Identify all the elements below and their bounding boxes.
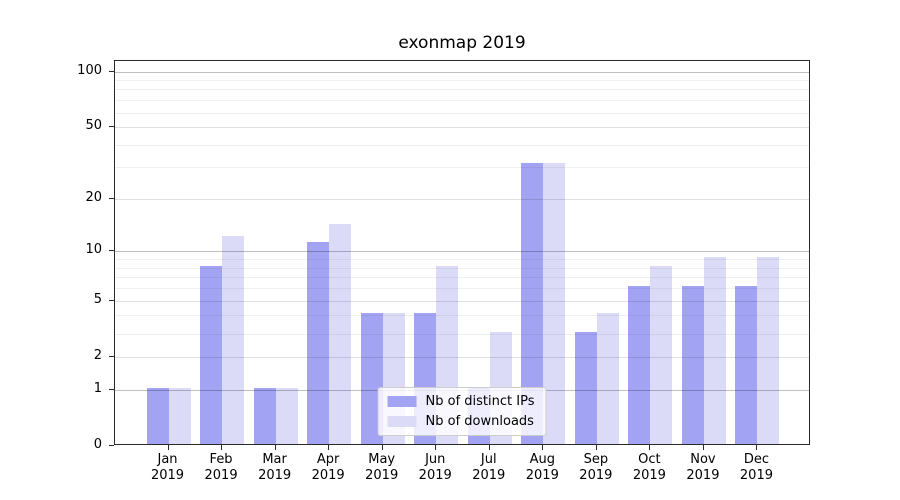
- x-tick-label-dec: Dec 2019: [739, 452, 773, 483]
- x-tick-label-aug: Aug 2019: [525, 452, 559, 483]
- y-tick-label-50: 50: [85, 118, 102, 134]
- y-tick-mark-100: [109, 70, 114, 72]
- y-tick-mark-0: [109, 445, 114, 446]
- gridline-20: [115, 199, 809, 200]
- legend-label-downloads: Nb of downloads: [425, 414, 534, 429]
- bar-downloads-apr: [329, 224, 352, 444]
- bar-downloads-dec: [757, 257, 780, 444]
- y-tick-mark-50: [109, 126, 114, 128]
- bar-distinct-ips-dec: [735, 286, 758, 444]
- legend-swatch-downloads: [387, 416, 417, 427]
- legend-item-downloads: Nb of downloads: [387, 414, 535, 429]
- x-tick-mark-feb: [221, 445, 223, 450]
- bar-downloads-aug: [543, 162, 566, 444]
- gridline-6: [115, 288, 809, 290]
- bar-distinct-ips-nov: [681, 286, 704, 444]
- y-tick-mark-10: [109, 250, 114, 252]
- x-tick-mark-apr: [328, 445, 330, 450]
- y-tick-label-1: 1: [93, 380, 102, 396]
- legend-label-distinct-ips: Nb of distinct IPs: [425, 394, 535, 409]
- bar-downloads-sep: [596, 313, 619, 444]
- gridline-5: [115, 300, 809, 302]
- legend-item-distinct-ips: Nb of distinct IPs: [387, 394, 535, 409]
- bar-downloads-feb: [222, 235, 245, 444]
- gridline-60: [115, 112, 809, 114]
- x-tick-label-may: May 2019: [365, 452, 399, 483]
- y-tick-label-5: 5: [93, 291, 102, 307]
- y-tick-mark-5: [109, 299, 114, 301]
- x-tick-label-nov: Nov 2019: [686, 452, 720, 483]
- x-tick-mark-jan: [167, 445, 169, 450]
- x-tick-mark-jul: [488, 445, 490, 450]
- gridline-40: [115, 144, 809, 146]
- x-tick-label-apr: Apr 2019: [311, 452, 345, 483]
- bar-downloads-nov: [703, 257, 726, 444]
- x-tick-mark-jun: [435, 445, 437, 450]
- bar-downloads-jan: [168, 387, 191, 444]
- bar-distinct-ips-sep: [574, 331, 597, 444]
- x-tick-mark-aug: [542, 445, 544, 450]
- x-tick-label-mar: Mar 2019: [258, 452, 292, 483]
- x-tick-mark-may: [381, 445, 383, 450]
- x-tick-mark-oct: [649, 445, 651, 450]
- bar-distinct-ips-oct: [628, 286, 651, 444]
- y-tick-mark-2: [109, 355, 114, 357]
- x-tick-mark-nov: [702, 445, 704, 450]
- x-tick-label-jul: Jul 2019: [472, 452, 506, 483]
- gridline-70: [115, 100, 809, 102]
- plot-area: Nb of distinct IPs Nb of downloads: [114, 60, 810, 445]
- bar-distinct-ips-feb: [200, 265, 223, 444]
- y-tick-label-2: 2: [93, 347, 102, 363]
- gridline-90: [115, 80, 809, 82]
- chart-title: exonmap 2019: [398, 33, 526, 53]
- bar-downloads-oct: [650, 265, 673, 444]
- bar-downloads-mar: [275, 387, 298, 444]
- x-tick-label-jan: Jan 2019: [150, 452, 185, 483]
- gridline-10: [115, 251, 809, 253]
- y-tick-mark-1: [109, 388, 114, 390]
- x-tick-mark-dec: [756, 445, 758, 450]
- bar-distinct-ips-jan: [146, 387, 169, 444]
- y-tick-label-10: 10: [85, 242, 102, 258]
- bar-distinct-ips-aug: [521, 162, 544, 444]
- gridline-100: [115, 71, 809, 73]
- x-tick-label-jun: Jun 2019: [418, 452, 452, 483]
- legend-swatch-distinct-ips: [387, 396, 417, 407]
- y-tick-mark-20: [109, 198, 114, 199]
- y-tick-label-0: 0: [93, 437, 102, 452]
- x-tick-mark-mar: [274, 445, 276, 450]
- gridline-8: [115, 267, 809, 269]
- bar-distinct-ips-may: [360, 313, 383, 444]
- gridline-4: [115, 315, 809, 317]
- x-tick-label-feb: Feb 2019: [204, 452, 238, 483]
- bar-distinct-ips-apr: [307, 242, 330, 444]
- gridline-80: [115, 89, 809, 91]
- gridline-50: [115, 127, 809, 129]
- gridline-2: [115, 356, 809, 358]
- gridline-7: [115, 277, 809, 279]
- grid-layer: [115, 61, 809, 444]
- legend: Nb of distinct IPs Nb of downloads: [377, 387, 547, 436]
- bar-distinct-ips-mar: [253, 387, 276, 444]
- gridline-3: [115, 333, 809, 335]
- x-tick-label-oct: Oct 2019: [632, 452, 666, 483]
- gridline-9: [115, 259, 809, 261]
- gridline-30: [115, 167, 809, 169]
- x-tick-label-sep: Sep 2019: [579, 452, 613, 483]
- x-tick-mark-sep: [595, 445, 597, 450]
- y-tick-label-100: 100: [77, 62, 102, 78]
- y-tick-label-20: 20: [85, 190, 102, 205]
